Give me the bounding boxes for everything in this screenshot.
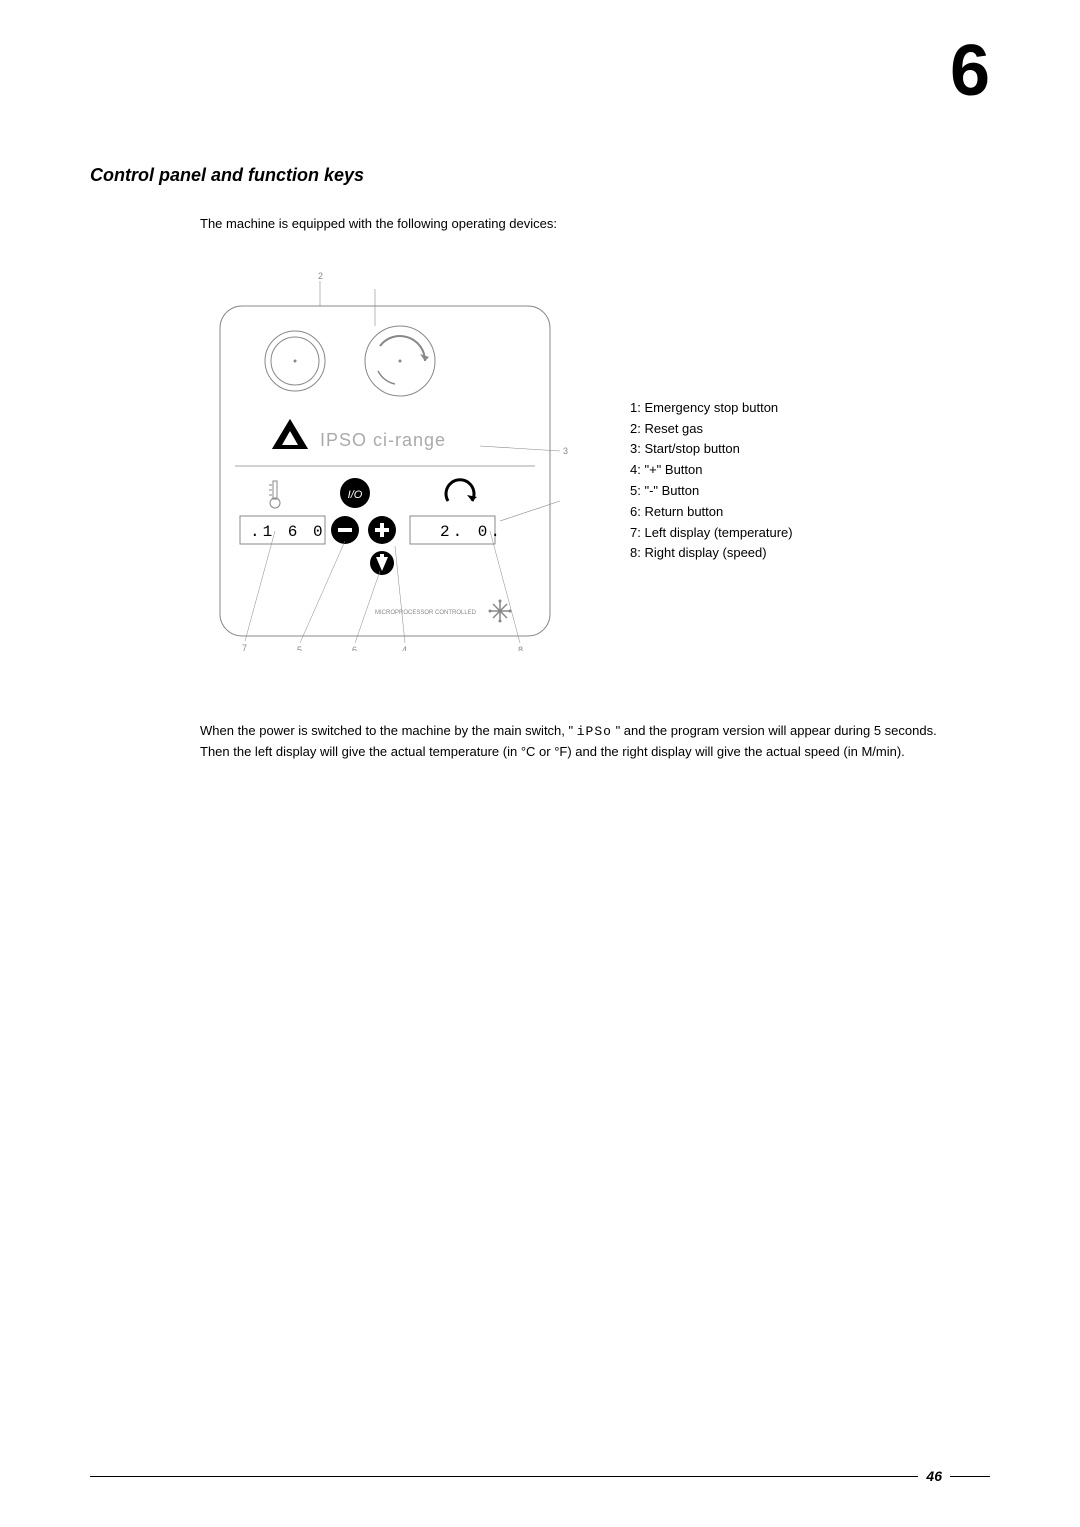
legend-text: "-" Button	[644, 483, 699, 498]
svg-text:2. 0.: 2. 0.	[440, 523, 503, 541]
legend-text: Left display (temperature)	[644, 525, 792, 540]
legend-text: Emergency stop button	[644, 400, 778, 415]
legend-text: Reset gas	[644, 421, 703, 436]
legend-text: "+" Button	[644, 462, 702, 477]
display-code: iPSo	[577, 724, 612, 739]
legend-num: 4:	[630, 462, 641, 477]
svg-text:6: 6	[352, 645, 357, 651]
chapter-number: 6	[950, 30, 990, 112]
intro-text: The machine is equipped with the followi…	[200, 216, 990, 231]
page-number: 46	[918, 1468, 950, 1484]
legend-num: 8:	[630, 545, 641, 560]
legend-num: 7:	[630, 525, 641, 540]
svg-text:7: 7	[242, 643, 247, 651]
body-text-1a: When the power is switched to the machin…	[200, 723, 577, 738]
body-text-1b: " and the program version will appear du…	[612, 723, 937, 738]
legend-num: 6:	[630, 504, 641, 519]
legend-text: Start/stop button	[644, 441, 739, 456]
body-paragraphs: When the power is switched to the machin…	[200, 721, 990, 761]
svg-text:2: 2	[318, 271, 323, 281]
svg-text:3: 3	[563, 446, 568, 456]
page-footer: 46	[90, 1476, 990, 1477]
control-panel-diagram: IPSO ci-range I/O .1 6 0	[200, 271, 570, 651]
svg-text:IPSO ci-range: IPSO ci-range	[320, 430, 446, 450]
body-text-2: Then the left display will give the actu…	[200, 742, 990, 762]
legend-num: 1:	[630, 400, 641, 415]
svg-text:8: 8	[518, 645, 523, 651]
svg-text:MICROPROCESSOR CONTROLLED: MICROPROCESSOR CONTROLLED	[375, 610, 477, 616]
legend-text: Return button	[644, 504, 723, 519]
legend-text: Right display (speed)	[644, 545, 766, 560]
svg-text:5: 5	[297, 645, 302, 651]
svg-text:.1 6 0: .1 6 0	[250, 523, 326, 541]
svg-text:I/O: I/O	[348, 489, 363, 501]
svg-text:4: 4	[402, 645, 407, 651]
legend-num: 2:	[630, 421, 641, 436]
section-title: Control panel and function keys	[90, 165, 990, 186]
legend-num: 5:	[630, 483, 641, 498]
legend-num: 3:	[630, 441, 641, 456]
legend-list: 1: Emergency stop button 2: Reset gas 3:…	[630, 398, 793, 564]
